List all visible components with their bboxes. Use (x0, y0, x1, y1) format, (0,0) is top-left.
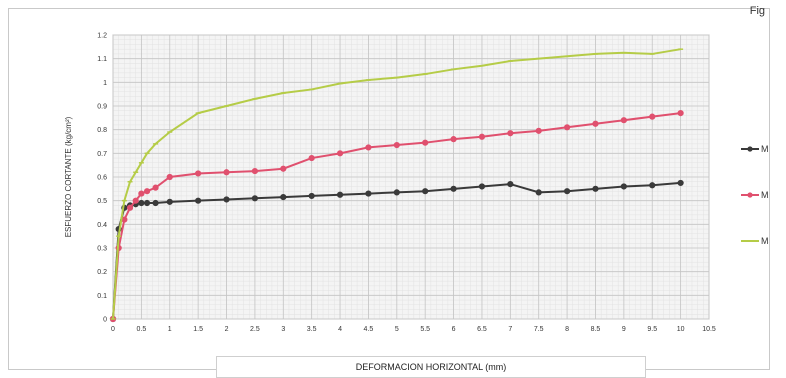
legend-marker (747, 146, 753, 152)
x-axis-label: DEFORMACION HORIZONTAL (mm) (355, 362, 507, 372)
data-point (478, 183, 486, 190)
y-tick-label: 0.9 (97, 104, 107, 111)
data-point (478, 133, 486, 140)
y-tick-label: 1 (103, 80, 107, 87)
data-point (251, 167, 259, 175)
y-tick-label: 0.4 (97, 222, 107, 229)
data-point (336, 191, 344, 198)
line-chart: 0 0.5 1 1.5 2 2.5 3 3.5 4 4.5 5 5.5 6 6.5 7 7.5 8 8.5 9 9.5… (64, 33, 769, 334)
x-tick-label: 1 (168, 326, 172, 333)
data-point (620, 117, 627, 124)
x-tick-label: 2.5 (250, 326, 260, 333)
data-point (507, 130, 514, 137)
data-point (563, 188, 571, 195)
data-point (152, 199, 159, 207)
x-tick-label: 9 (622, 326, 626, 333)
data-point (393, 141, 400, 149)
y-tick-label: 0.1 (97, 293, 107, 300)
y-tick-label: 1.1 (97, 56, 107, 63)
data-point (422, 139, 429, 146)
data-point (280, 165, 287, 172)
y-tick-label: 0.6 (97, 175, 107, 182)
x-tick-label: 1.5 (193, 326, 203, 333)
x-axis-label-box: DEFORMACION HORIZONTAL (mm) (216, 356, 646, 378)
x-tick-label: 10 (677, 326, 685, 333)
data-point (649, 182, 656, 189)
data-point (507, 181, 514, 188)
y-tick-label: 1.2 (97, 33, 107, 40)
data-point (535, 189, 542, 196)
x-tick-label: 3.5 (307, 326, 317, 333)
data-point (677, 110, 684, 117)
data-point (126, 204, 134, 211)
data-point (143, 199, 151, 207)
y-tick-label: 0.3 (97, 246, 107, 253)
x-tick-label: 0.5 (137, 326, 147, 333)
x-tick-label: 4.5 (364, 326, 374, 333)
data-point (251, 195, 259, 202)
data-point (308, 154, 315, 162)
x-tick-label: 10.5 (702, 326, 716, 333)
y-tick-label: 0 (103, 317, 107, 324)
data-point (223, 196, 230, 203)
data-point (592, 185, 599, 192)
data-point (620, 183, 627, 190)
data-point (535, 127, 542, 134)
corner-text: Fig (749, 5, 765, 17)
data-point (308, 192, 315, 200)
x-tick-label: 5 (395, 326, 399, 333)
x-tick-label: 9.5 (647, 326, 657, 333)
x-tick-label: 3 (281, 326, 285, 333)
legend-marker (747, 192, 753, 198)
data-point (422, 188, 429, 195)
x-tick-label: 4 (338, 326, 342, 333)
data-point (677, 179, 684, 187)
data-point (450, 185, 457, 192)
data-point (195, 197, 202, 204)
y-tick-label: 0.7 (97, 151, 107, 158)
y-tick-label: 0.2 (97, 269, 107, 276)
x-tick-label: 8 (565, 326, 569, 333)
data-point (166, 198, 173, 205)
x-tick-label: 6.5 (477, 326, 487, 333)
x-tick-label: 0 (111, 326, 115, 333)
data-point (450, 136, 457, 143)
data-point (143, 188, 151, 195)
chart-frame: Fig 0 0.5 1 1.5 2 2.5 3 3.5 4 4.5 5 5.5 6 6.5 7 7.5 8 8.5… (8, 5, 770, 378)
data-point (138, 190, 145, 197)
legend-label-m2: M2 (761, 190, 769, 200)
data-point (138, 199, 145, 207)
x-tick-label: 2 (225, 326, 229, 333)
x-tick-label: 7.5 (534, 326, 544, 333)
data-point (336, 150, 344, 157)
data-point (280, 194, 287, 201)
data-point (132, 197, 139, 204)
data-point (223, 169, 230, 176)
data-point (563, 124, 571, 131)
legend-label-m1: M1 (761, 144, 769, 154)
legend-label-m3: M3 (761, 236, 769, 246)
data-point (393, 189, 400, 196)
x-tick-label: 8.5 (591, 326, 601, 333)
data-point (365, 144, 372, 151)
data-point (649, 113, 656, 120)
data-point (195, 170, 202, 177)
data-point (592, 120, 599, 127)
y-tick-label: 0.5 (97, 198, 107, 205)
data-point (166, 173, 173, 181)
x-tick-label: 5.5 (420, 326, 430, 333)
x-tick-label: 7 (508, 326, 512, 333)
data-point (365, 190, 372, 197)
y-axis-label: ESFUERZO CORTANTE (kg/cm²) (64, 116, 73, 237)
data-point (152, 184, 159, 191)
y-tick-label: 0.8 (97, 127, 107, 134)
x-tick-label: 6 (452, 326, 456, 333)
